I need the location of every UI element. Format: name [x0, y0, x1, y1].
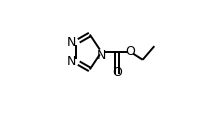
- Text: O: O: [112, 66, 122, 79]
- Text: O: O: [126, 45, 135, 58]
- Text: N: N: [97, 49, 106, 62]
- Text: N: N: [67, 55, 76, 68]
- Text: N: N: [67, 36, 76, 49]
